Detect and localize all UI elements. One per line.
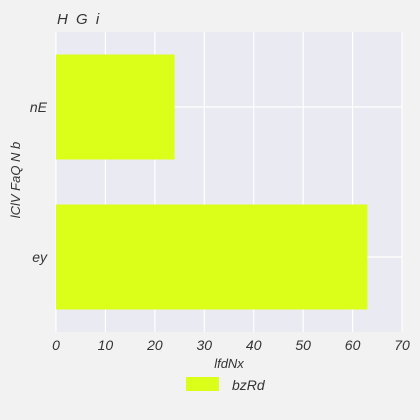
bars [56,54,368,310]
x-tick-label: 40 [246,337,262,353]
bar-nE [56,54,175,160]
x-tick-label: 0 [52,337,60,353]
legend-label: bzRd [232,377,266,393]
y-tick-label: nE [30,99,48,115]
y-axis-label: lClV FaQ N b [8,142,23,219]
chart-title: H G i [57,11,101,28]
bar-ey [56,204,368,310]
x-tick-label: 50 [295,337,311,353]
x-tick-label: 70 [394,337,410,353]
y-tick-label: ey [32,249,48,265]
x-tick-label: 30 [196,337,212,353]
legend: bzRd [186,377,266,393]
legend-swatch [186,377,219,391]
x-axis-label: lfdNx [214,356,244,371]
x-tick-label: 60 [345,337,361,353]
x-tick-label: 20 [146,337,163,353]
x-tick-label: 10 [98,337,114,353]
axis-ticks: 0 10 20 30 40 50 60 70 nE ey [30,99,410,353]
